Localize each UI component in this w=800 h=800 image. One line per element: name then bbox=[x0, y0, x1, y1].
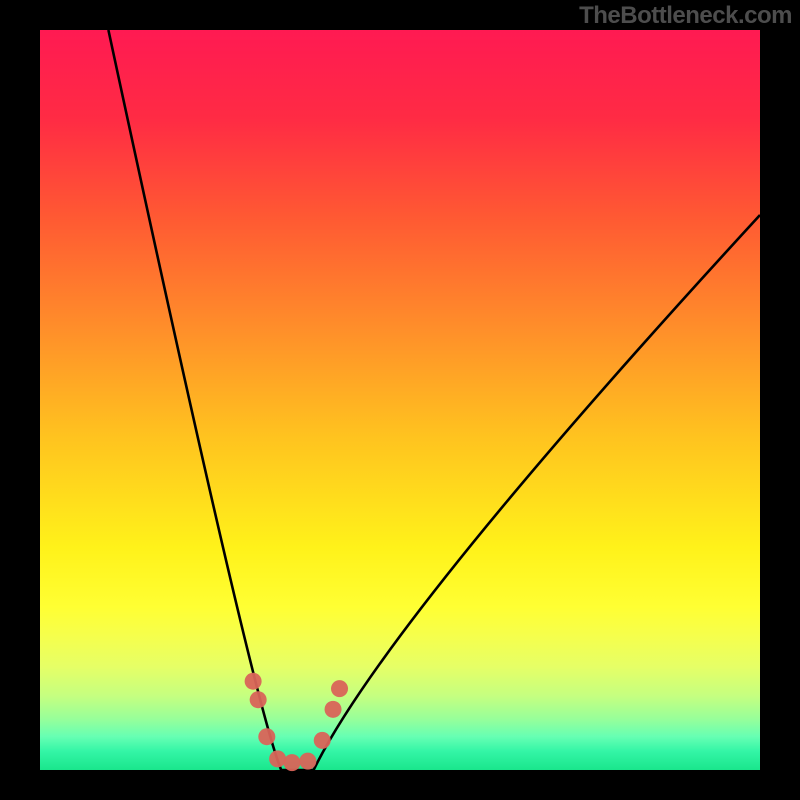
data-marker bbox=[325, 701, 342, 718]
data-marker bbox=[269, 750, 286, 767]
data-marker bbox=[284, 754, 301, 771]
data-marker bbox=[331, 680, 348, 697]
chart-container: TheBottleneck.com bbox=[0, 0, 800, 800]
data-marker bbox=[314, 732, 331, 749]
watermark-text: TheBottleneck.com bbox=[579, 2, 792, 30]
bottleneck-chart bbox=[0, 0, 800, 800]
data-marker bbox=[245, 673, 262, 690]
data-marker bbox=[258, 728, 275, 745]
data-marker bbox=[250, 691, 267, 708]
data-marker bbox=[299, 753, 316, 770]
plot-background-gradient bbox=[40, 30, 760, 770]
